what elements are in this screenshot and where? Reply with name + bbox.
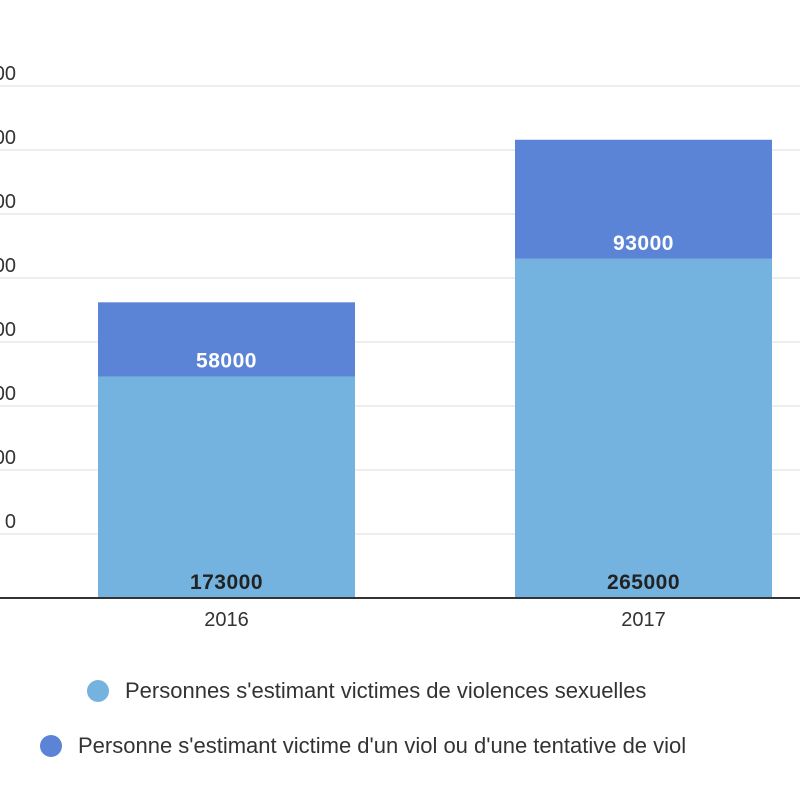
y-tick-label: 00	[0, 447, 16, 469]
y-tick-label: 00	[0, 63, 16, 85]
y-tick-label: 00	[0, 127, 16, 149]
y-tick-label: 00	[0, 255, 16, 277]
bar-segment-series-1	[98, 376, 355, 598]
x-tick-label: 2016	[204, 609, 249, 631]
y-tick-label: 0	[5, 511, 16, 533]
data-label-series-1: 173000	[190, 571, 263, 594]
data-label-series-2: 58000	[196, 350, 257, 373]
legend-label-series-1: Personnes s'estimant victimes de violenc…	[125, 678, 647, 703]
y-tick-label: 00	[0, 319, 16, 341]
data-label-series-2: 93000	[613, 232, 674, 255]
x-tick-label: 2017	[621, 609, 666, 631]
bar-segment-series-2	[515, 139, 772, 259]
bars: 173000 58000 265000 93000	[98, 139, 772, 598]
data-label-series-1: 265000	[607, 571, 680, 594]
y-axis-ticks: 000000000000000	[0, 63, 16, 533]
bar-segment-series-1	[515, 258, 772, 598]
legend-label-series-2: Personne s'estimant victime d'un viol ou…	[78, 733, 687, 758]
legend-item-series-2: Personne s'estimant victime d'un viol ou…	[40, 733, 686, 759]
legend-item-series-1: Personnes s'estimant victimes de violenc…	[87, 678, 646, 704]
y-tick-label: 00	[0, 191, 16, 213]
legend-swatch-series-2	[40, 735, 62, 757]
y-tick-label: 00	[0, 383, 16, 405]
x-axis-ticks: 2016 2017	[204, 609, 666, 631]
legend-swatch-series-1	[87, 680, 109, 702]
bar-segment-series-2	[98, 302, 355, 377]
